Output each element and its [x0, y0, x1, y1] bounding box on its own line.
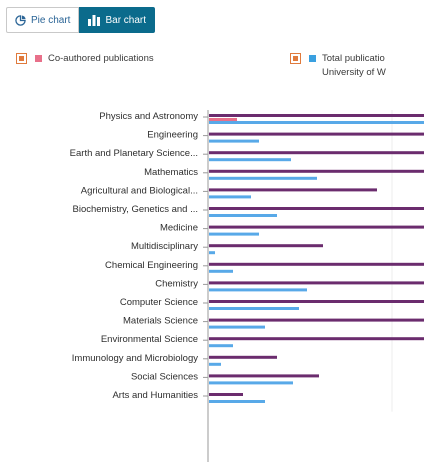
bar-total-university[interactable] — [209, 355, 277, 359]
bar-total-university[interactable] — [209, 114, 424, 117]
legend-total-sublabel: University of W — [322, 67, 386, 78]
legend-total-swatch — [309, 55, 316, 62]
bar-total-university[interactable] — [209, 337, 424, 341]
pie-chart-icon — [15, 14, 26, 26]
legend-total-checkbox[interactable] — [290, 53, 301, 64]
category-label: Materials Science — [123, 316, 198, 327]
bar-total-university[interactable] — [209, 318, 424, 322]
legend-coauthored-label: Co-authored publications — [48, 53, 154, 64]
category-label: Chemistry — [155, 278, 198, 289]
bar-total[interactable] — [209, 139, 259, 143]
category-label: Physics and Astronomy — [99, 111, 198, 122]
legend-total[interactable]: Total publicatio University of W — [290, 52, 386, 80]
bar-total[interactable] — [209, 158, 291, 162]
category-label: Environmental Science — [101, 334, 198, 345]
category-label: Mathematics — [144, 167, 198, 178]
bar-total-university[interactable] — [209, 207, 424, 210]
bar-total-university[interactable] — [209, 188, 377, 192]
bar-total-university[interactable] — [209, 281, 424, 285]
bar-total-university[interactable] — [209, 374, 319, 378]
pie-chart-tab[interactable]: Pie chart — [6, 7, 80, 33]
bar-total[interactable] — [209, 344, 233, 348]
legend-total-label: Total publicatio — [322, 53, 385, 64]
bar-coauthored[interactable] — [209, 118, 237, 121]
bar-total[interactable] — [209, 381, 293, 385]
bar-total-university[interactable] — [209, 262, 424, 266]
category-label: Earth and Planetary Science... — [70, 148, 198, 159]
legend-coauthored-swatch — [35, 55, 42, 62]
bar-total-university[interactable] — [209, 132, 424, 136]
category-label: Computer Science — [120, 297, 198, 308]
bar-total[interactable] — [209, 195, 251, 199]
category-label: Engineering — [147, 130, 198, 141]
bar-total[interactable] — [209, 325, 265, 329]
bar-total[interactable] — [209, 288, 307, 292]
category-label: Medicine — [160, 223, 198, 234]
category-label: Social Sciences — [131, 371, 198, 382]
bar-total-university[interactable] — [209, 151, 424, 155]
bar-total-university[interactable] — [209, 244, 323, 248]
bar-total[interactable] — [209, 214, 277, 217]
bar-total[interactable] — [209, 307, 299, 310]
legend-coauthored-checkbox[interactable] — [16, 53, 27, 64]
legend-coauthored[interactable]: Co-authored publications — [16, 52, 154, 66]
bar-total[interactable] — [209, 176, 317, 180]
pie-chart-tab-label: Pie chart — [31, 14, 71, 26]
bar-chart-tab[interactable]: Bar chart — [79, 7, 156, 33]
bar-total[interactable] — [209, 400, 265, 403]
category-label: Agricultural and Biological... — [81, 185, 198, 196]
bar-total-university[interactable] — [209, 225, 424, 229]
category-label: Immunology and Microbiology — [72, 353, 198, 364]
bar-total[interactable] — [209, 121, 424, 124]
category-label: Multidisciplinary — [131, 241, 198, 252]
category-label: Chemical Engineering — [105, 260, 198, 271]
bar-total-university[interactable] — [209, 393, 243, 396]
bar-total[interactable] — [209, 232, 259, 236]
chart-type-tabs: Pie chart Bar chart — [6, 7, 156, 33]
bar-chart-tab-label: Bar chart — [105, 14, 147, 26]
bar-total-university[interactable] — [209, 300, 424, 303]
category-label: Arts and Humanities — [112, 390, 198, 401]
bar-total-university[interactable] — [209, 169, 424, 173]
bar-total[interactable] — [209, 362, 221, 366]
bar-chart-icon — [88, 14, 101, 26]
category-label: Biochemistry, Genetics and ... — [73, 204, 199, 215]
bar-total[interactable] — [209, 269, 233, 273]
bar-total[interactable] — [209, 251, 215, 255]
